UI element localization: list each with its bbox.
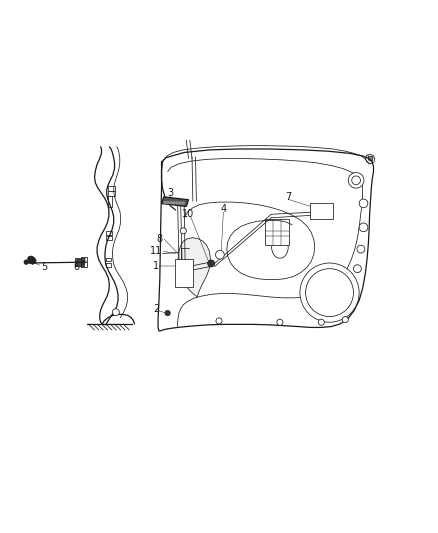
Bar — [106, 263, 111, 266]
Text: 4: 4 — [220, 204, 226, 214]
Circle shape — [180, 228, 186, 234]
Circle shape — [216, 318, 222, 324]
Bar — [108, 185, 116, 191]
Circle shape — [342, 317, 348, 322]
Bar — [106, 231, 112, 235]
Circle shape — [165, 310, 170, 316]
Polygon shape — [162, 197, 188, 206]
Circle shape — [182, 202, 185, 205]
Circle shape — [173, 201, 176, 204]
Circle shape — [353, 265, 361, 272]
Bar — [265, 220, 289, 245]
Text: 8: 8 — [156, 234, 162, 244]
Text: 5: 5 — [41, 262, 47, 272]
Circle shape — [306, 269, 353, 317]
Circle shape — [215, 251, 224, 259]
Circle shape — [176, 201, 179, 204]
Circle shape — [170, 201, 173, 204]
Text: 10: 10 — [182, 209, 194, 219]
Circle shape — [24, 260, 28, 264]
Polygon shape — [368, 156, 373, 161]
Bar — [108, 191, 116, 196]
Polygon shape — [178, 238, 210, 297]
Ellipse shape — [272, 237, 288, 258]
Polygon shape — [28, 256, 36, 264]
Circle shape — [359, 199, 368, 208]
Circle shape — [300, 263, 359, 322]
Text: 11: 11 — [150, 246, 162, 256]
Bar — [176, 259, 193, 287]
Circle shape — [359, 223, 368, 232]
Circle shape — [179, 201, 182, 204]
Bar — [106, 236, 112, 240]
Circle shape — [164, 201, 166, 204]
Bar — [310, 203, 333, 220]
Circle shape — [113, 309, 119, 316]
Text: 6: 6 — [73, 262, 79, 272]
Text: 1: 1 — [153, 261, 159, 271]
Bar — [106, 258, 111, 261]
Text: 3: 3 — [167, 188, 173, 198]
Circle shape — [352, 176, 360, 184]
Bar — [108, 197, 112, 207]
Circle shape — [167, 201, 170, 204]
Circle shape — [318, 319, 324, 325]
Circle shape — [348, 173, 364, 188]
Circle shape — [277, 319, 283, 325]
Circle shape — [208, 260, 215, 267]
Circle shape — [357, 245, 365, 253]
Text: 2: 2 — [153, 304, 159, 314]
Text: 7: 7 — [286, 192, 292, 202]
Bar — [75, 258, 84, 266]
